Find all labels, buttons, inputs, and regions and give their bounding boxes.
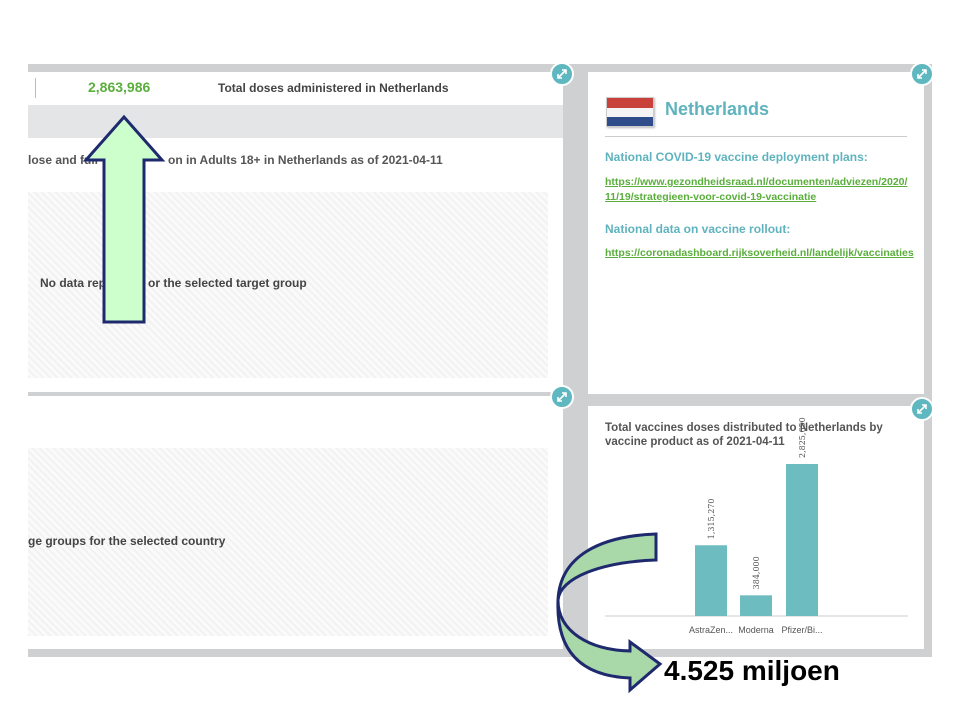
plans-heading: National COVID-19 vaccine deployment pla… bbox=[605, 150, 868, 164]
plans-link-line1[interactable]: https://www.gezondheidsraad.nl/documente… bbox=[605, 176, 908, 188]
age-chart-area bbox=[28, 448, 548, 636]
annotation-text: 4.525 miljoen bbox=[664, 655, 840, 686]
country-info-panel: Netherlands National COVID-19 vaccine de… bbox=[588, 72, 924, 394]
total-doses-label: Total doses administered in Netherlands bbox=[218, 81, 449, 95]
rollout-heading: National data on vaccine rollout: bbox=[605, 222, 791, 236]
uptake-no-data-left: No data rep bbox=[40, 276, 107, 290]
expand-icon[interactable] bbox=[910, 397, 934, 421]
total-doses-value: 2,863,986 bbox=[88, 79, 151, 95]
section-header-band bbox=[28, 105, 563, 138]
age-chart-panel: ge groups for the selected country bbox=[28, 396, 563, 649]
summary-strip: 2,863,986 Total doses administered in Ne… bbox=[28, 72, 563, 105]
country-divider bbox=[605, 136, 907, 137]
rollout-link[interactable]: https://coronadashboard.rijksoverheid.nl… bbox=[605, 247, 914, 259]
plans-link-line2[interactable]: 11/19/strategieen-voor-covid-19-vaccinat… bbox=[605, 191, 817, 203]
country-title: Netherlands bbox=[665, 99, 770, 119]
distribution-chart-panel: Total vaccines doses distributed to Neth… bbox=[588, 406, 924, 649]
distribution-title-line1: Total vaccines doses distributed to Neth… bbox=[605, 422, 883, 434]
uptake-chart-title-left: lose and full v bbox=[28, 153, 109, 167]
expand-icon[interactable] bbox=[550, 385, 574, 409]
expand-icon[interactable] bbox=[550, 62, 574, 86]
netherlands-flag-icon bbox=[606, 97, 654, 127]
expand-icon[interactable] bbox=[910, 62, 934, 86]
age-no-data: ge groups for the selected country bbox=[28, 534, 226, 548]
uptake-chart-panel: lose and full v on in Adults 18+ in Neth… bbox=[28, 138, 563, 392]
uptake-chart-title-right: on in Adults 18+ in Netherlands as of 20… bbox=[168, 153, 443, 167]
divider bbox=[35, 78, 36, 98]
uptake-no-data-right: or the selected target group bbox=[148, 276, 307, 290]
distribution-title-line2: vaccine product as of 2021-04-11 bbox=[605, 436, 785, 448]
